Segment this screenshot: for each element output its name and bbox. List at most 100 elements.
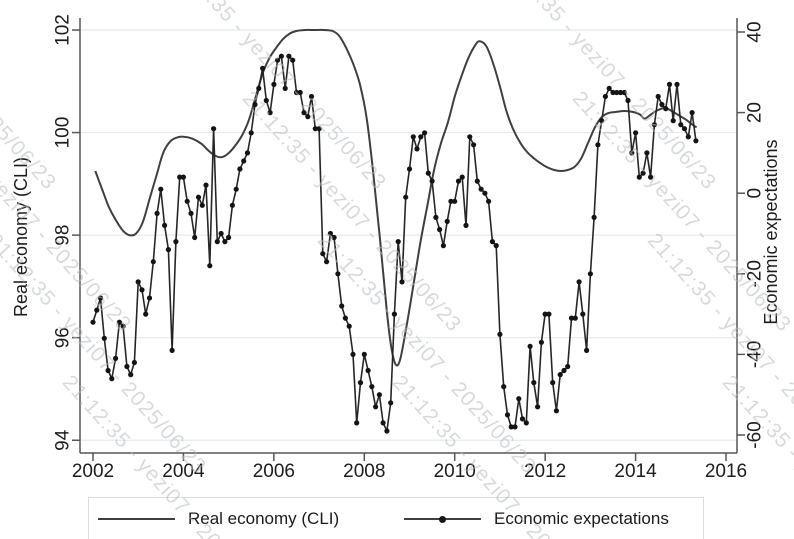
expectations-marker [391, 311, 397, 317]
expectations-marker [429, 178, 435, 184]
expectations-marker [640, 170, 646, 176]
expectations-marker [663, 106, 669, 112]
expectations-marker [670, 118, 676, 124]
expectations-marker [267, 110, 273, 116]
expectations-line-sample [404, 515, 481, 523]
expectations-marker [561, 367, 567, 374]
expectations-marker [101, 335, 107, 341]
expectations-marker [501, 384, 507, 390]
expectations-marker [433, 214, 439, 220]
expectations-marker [493, 243, 499, 249]
expectations-marker [256, 85, 262, 91]
expectations-marker [674, 81, 680, 87]
expectations-marker [636, 174, 642, 180]
expectations-marker [180, 174, 186, 180]
expectations-marker [188, 210, 194, 216]
expectations-marker [444, 218, 450, 224]
expectations-marker [599, 118, 605, 124]
expectations-marker [214, 239, 220, 245]
expectations-marker [361, 351, 367, 357]
expectations-marker [97, 295, 104, 301]
expectations-marker [218, 230, 224, 237]
y-left-tick-label: 102 [53, 14, 74, 46]
expectations-marker [399, 279, 405, 285]
y-right-tick-label: -60 [745, 421, 766, 448]
expectations-marker [580, 311, 586, 317]
expectations-marker [410, 134, 416, 140]
expectations-marker [233, 186, 239, 192]
y-right-tick-label: 40 [745, 21, 766, 42]
expectations-marker [508, 424, 514, 430]
expectations-marker [418, 134, 424, 140]
expectations-marker [482, 190, 488, 196]
expectations-marker [395, 239, 401, 245]
expectations-marker [207, 263, 213, 269]
legend-entry-real-economy: Real economy (CLI) [98, 498, 339, 539]
expectations-marker [614, 89, 620, 96]
expectations-marker [633, 130, 639, 136]
expectations-marker [131, 359, 137, 366]
y-right-tick-label: 20 [745, 102, 766, 123]
expectations-marker [128, 372, 134, 378]
expectations-marker [373, 404, 379, 410]
expectations-marker [659, 101, 665, 108]
expectations-marker [211, 126, 217, 132]
expectations-marker [354, 420, 360, 426]
tick-labels: 102 100 98 96 94 40 20 0 -20 -40 -60 2002 2004 2006 20… [53, 14, 766, 482]
expectations-marker [467, 134, 473, 140]
expectations-marker [241, 158, 247, 164]
expectations-marker [146, 295, 153, 301]
expectations-marker [135, 279, 141, 285]
x-tick-label: 2014 [614, 461, 657, 482]
y-right-tick-label: -40 [745, 341, 766, 368]
expectations-marker [184, 198, 190, 204]
y-left-tick-label: 96 [53, 327, 74, 348]
expectations-marker [384, 428, 390, 434]
expectations-marker [403, 194, 409, 200]
expectations-marker [342, 315, 348, 321]
expectations-marker [425, 170, 431, 176]
expectations-marker [568, 315, 575, 321]
expectations-marker [365, 367, 371, 374]
expectations-line [92, 54, 697, 434]
expectations-marker [587, 271, 594, 277]
expectations-marker [263, 97, 269, 104]
expectations-marker [651, 122, 658, 128]
series-real-economy-cli [94, 28, 698, 367]
expectations-marker [154, 210, 160, 216]
marker-dot-icon [439, 515, 446, 523]
expectations-marker [553, 408, 560, 414]
expectations-marker [199, 202, 205, 208]
x-tick-label: 2002 [72, 461, 114, 482]
y-left-tick-label: 98 [53, 225, 74, 246]
x-tick-label: 2004 [162, 461, 205, 482]
expectations-marker [681, 126, 688, 132]
cli-line-sample [98, 517, 175, 520]
expectations-marker [519, 416, 526, 422]
expectations-marker [278, 53, 284, 59]
x-tick-label: 2016 [705, 461, 747, 482]
expectations-marker [244, 150, 251, 156]
expectations-marker [143, 311, 149, 317]
y-right-tick-label: 0 [745, 188, 766, 199]
expectations-marker [448, 198, 454, 204]
cli-line [94, 28, 698, 367]
expectations-marker [406, 166, 413, 172]
expectations-marker [678, 122, 684, 128]
expectations-marker [414, 146, 420, 152]
x-tick-label: 2010 [434, 461, 476, 482]
expectations-marker [316, 126, 322, 132]
expectations-marker [192, 234, 198, 241]
expectations-marker [621, 89, 627, 96]
expectations-marker [271, 81, 277, 87]
expectations-marker [463, 222, 469, 228]
expectations-marker [452, 198, 458, 204]
expectations-marker [489, 239, 495, 245]
y-right-tick-label: -20 [745, 260, 766, 287]
expectations-marker [693, 138, 699, 144]
expectations-marker [320, 251, 326, 257]
y-left-tick-label: 100 [53, 117, 74, 149]
expectations-marker [666, 81, 673, 87]
